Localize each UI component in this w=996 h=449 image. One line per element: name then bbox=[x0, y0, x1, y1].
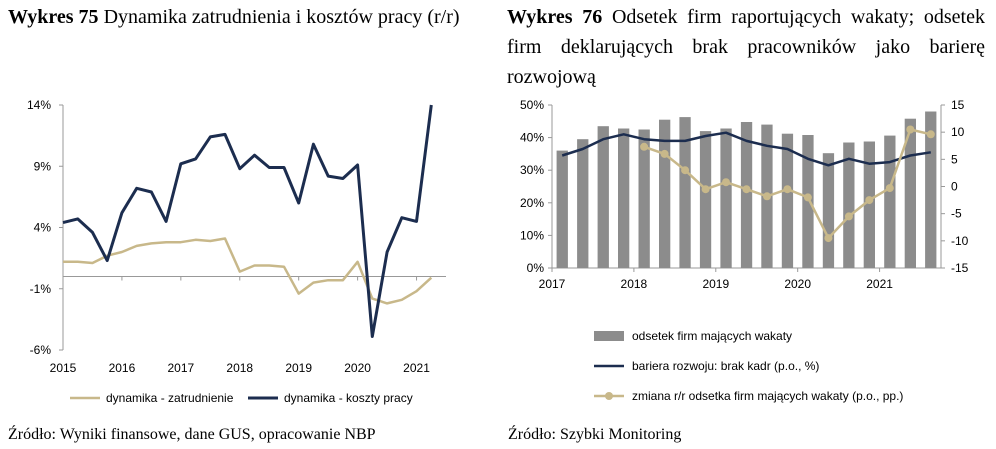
chart2-point bbox=[763, 192, 771, 201]
chart2-bar bbox=[720, 128, 732, 268]
chart2-title-text: Odsetek firm raportujących wakaty; odset… bbox=[507, 6, 985, 88]
chart2-y-left-tick-label: 50% bbox=[520, 98, 544, 112]
chart2-point bbox=[824, 234, 833, 243]
chart1-title: Wykres 75 Dynamika zatrudnienia i kosztó… bbox=[8, 2, 488, 32]
chart2-x-tick-label: 2021 bbox=[866, 277, 893, 291]
chart2-y-right-tick-label: -5 bbox=[951, 207, 962, 221]
chart2-bar bbox=[699, 131, 712, 268]
chart2-y-left-tick-label: 30% bbox=[520, 163, 544, 177]
chart2-bar bbox=[802, 135, 814, 268]
chart2-bar bbox=[679, 117, 691, 268]
chart2-bar bbox=[863, 141, 875, 268]
chart2-bar bbox=[659, 119, 671, 268]
chart2-bar bbox=[904, 118, 916, 268]
chart2-x-tick-label: 2018 bbox=[621, 277, 648, 291]
chart2-point bbox=[844, 212, 853, 221]
chart2-point bbox=[722, 178, 730, 187]
chart2-y-left-tick-label: 40% bbox=[520, 131, 544, 145]
chart2-number: Wykres 76 bbox=[507, 6, 603, 28]
chart2-bar bbox=[781, 133, 794, 268]
chart2-x-tick-label: 2019 bbox=[702, 277, 729, 291]
chart1-x-tick-label: 2019 bbox=[285, 361, 312, 375]
chart2-y-right-tick-label: 0 bbox=[951, 180, 958, 194]
chart2-point bbox=[865, 196, 874, 205]
chart2-point bbox=[742, 185, 751, 194]
chart2-point bbox=[701, 185, 710, 194]
chart2-bar bbox=[577, 139, 589, 268]
chart2-point bbox=[926, 130, 935, 139]
chart2-bar bbox=[618, 128, 630, 268]
chart2-bar bbox=[556, 150, 568, 268]
chart2-bar bbox=[884, 135, 896, 268]
chart2-y-left-tick-label: 10% bbox=[520, 228, 544, 242]
chart2-y-right-tick-label: 15 bbox=[951, 98, 965, 112]
chart1-title-text: Dynamika zatrudnienia i kosztów pracy (r… bbox=[103, 6, 460, 28]
chart1-y-tick-label: 4% bbox=[34, 221, 52, 235]
chart2-bar bbox=[822, 153, 835, 268]
chart1-legend-label: dynamika - koszty pracy bbox=[284, 391, 413, 405]
chart2-bar bbox=[597, 126, 609, 268]
chart1-x-tick-label: 2021 bbox=[403, 361, 430, 375]
chart1-x-tick-label: 2017 bbox=[167, 361, 194, 375]
chart2-series-line bbox=[561, 131, 931, 167]
chart1-number: Wykres 75 bbox=[8, 6, 99, 28]
chart2-legend-swatch-marker bbox=[605, 392, 613, 400]
chart2-legend-label: bariera rozwoju: brak kadr (p.o., %) bbox=[632, 359, 819, 373]
chart2-y-left-tick-label: 0% bbox=[527, 261, 545, 275]
chart1-y-tick-label: -1% bbox=[30, 282, 52, 296]
chart2-bar bbox=[740, 122, 753, 268]
chart2-y-right-tick-label: 5 bbox=[951, 152, 958, 166]
chart2-legend-swatch bbox=[594, 331, 624, 341]
chart2-y-right-tick-label: 10 bbox=[951, 125, 965, 139]
chart1-x-tick-label: 2018 bbox=[226, 361, 253, 375]
chart2-y-right-tick-label: -15 bbox=[951, 261, 969, 275]
chart2-point bbox=[803, 193, 812, 202]
chart2-point bbox=[906, 125, 915, 134]
chart2-point bbox=[783, 185, 792, 194]
chart1-series-line bbox=[62, 104, 433, 338]
chart1-x-tick-label: 2015 bbox=[50, 361, 77, 375]
chart2-y-right-tick-label: -10 bbox=[951, 234, 969, 248]
chart2-point bbox=[640, 142, 649, 151]
chart2-bar bbox=[843, 142, 855, 268]
chart2-point bbox=[885, 184, 894, 193]
chart2-x-tick-label: 2020 bbox=[784, 277, 811, 291]
chart1-x-tick-label: 2020 bbox=[344, 361, 371, 375]
chart1-y-tick-label: 14% bbox=[27, 98, 51, 112]
chart1-y-tick-label: 9% bbox=[34, 159, 52, 173]
chart2-x-tick-label: 2017 bbox=[539, 277, 566, 291]
chart1-y-tick-label: -6% bbox=[30, 343, 52, 357]
chart1-legend-label: dynamika - zatrudnienie bbox=[106, 391, 234, 405]
chart1-source: Źródło: Wyniki finansowe, dane GUS, opra… bbox=[8, 426, 376, 443]
chart2-source: Źródło: Szybki Monitoring bbox=[508, 426, 682, 443]
chart1-x-tick-label: 2016 bbox=[109, 361, 136, 375]
chart2-point bbox=[681, 166, 690, 175]
chart2-y-left-tick-label: 20% bbox=[520, 196, 544, 210]
chart2-legend-label: odsetek firm mających wakaty bbox=[632, 329, 792, 343]
chart2-bar bbox=[925, 111, 937, 268]
chart2-title: Wykres 76 Odsetek firm raportujących wak… bbox=[507, 2, 985, 92]
chart2-legend-label: zmiana r/r odsetka firm mających wakaty … bbox=[632, 389, 903, 403]
chart2-bar bbox=[638, 129, 650, 268]
chart2-point bbox=[660, 149, 669, 158]
